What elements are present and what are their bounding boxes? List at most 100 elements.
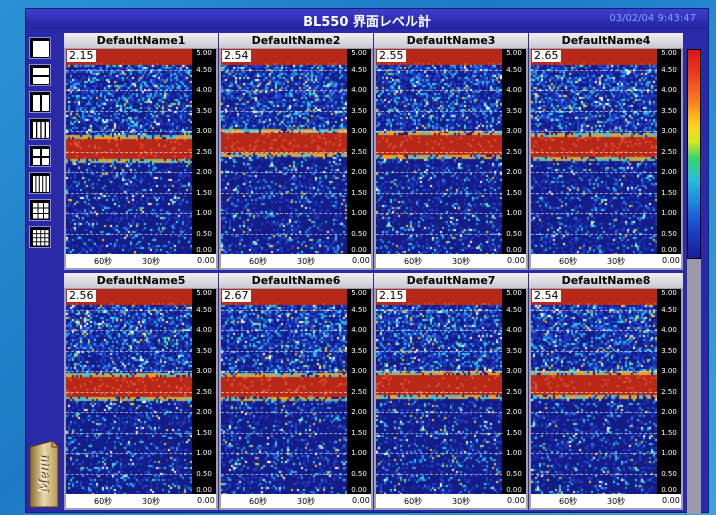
y-tick-label: 1.00 <box>351 209 367 217</box>
layout-2x2-button[interactable] <box>29 145 51 167</box>
layout-4-cols-button[interactable] <box>29 118 51 140</box>
right-strip <box>687 259 701 514</box>
y-tick-label: 5.00 <box>351 289 367 297</box>
layout-2-rows-icon <box>33 68 49 84</box>
level-heatmap <box>66 289 192 494</box>
level-plot: 2.54 <box>531 289 657 494</box>
grid-line <box>531 234 657 235</box>
y-tick-label: 0.50 <box>196 230 212 238</box>
layout-2-rows-button[interactable] <box>29 64 51 86</box>
x-tick-label: 0.00 <box>197 496 215 505</box>
x-tick-label: 0.00 <box>507 496 525 505</box>
level-panel[interactable]: DefaultName5 2.56 5.00 4.50 4.00 3.50 3.00 2.50… <box>64 273 218 510</box>
y-tick-label: 4.50 <box>196 306 212 314</box>
y-tick-label: 1.50 <box>506 189 522 197</box>
y-tick-label: 5.00 <box>506 49 522 57</box>
grid-line <box>66 474 192 475</box>
grid-line <box>531 152 657 153</box>
level-plot: 2.67 <box>221 289 347 494</box>
layout-3x3-button[interactable] <box>29 199 51 221</box>
grid-line <box>531 111 657 112</box>
y-tick-label: 0.50 <box>351 470 367 478</box>
y-tick-label: 4.50 <box>196 66 212 74</box>
y-tick-label: 2.50 <box>661 388 677 396</box>
layout-4x4-button[interactable] <box>29 226 51 248</box>
y-tick-label: 1.50 <box>351 189 367 197</box>
y-tick-label: 3.50 <box>196 107 212 115</box>
level-panel[interactable]: DefaultName3 2.55 5.00 4.50 4.00 3.50 3.00 2.50… <box>374 33 528 270</box>
y-tick-label: 4.00 <box>506 326 522 334</box>
x-tick-label: 60秒 <box>94 257 113 266</box>
grid-line <box>66 433 192 434</box>
level-panel[interactable]: DefaultName7 2.15 5.00 4.50 4.00 3.50 3.00 2.50… <box>374 273 528 510</box>
x-axis: 60秒 30秒 0.00 <box>66 254 216 268</box>
y-tick-label: 3.50 <box>661 107 677 115</box>
grid-line <box>221 412 347 413</box>
grid-line <box>376 474 502 475</box>
datetime-display: 03/02/04 9:43:47 <box>609 13 696 24</box>
grid-line <box>221 351 347 352</box>
layout-3x3-icon <box>33 203 49 219</box>
level-plot: 2.54 <box>221 49 347 254</box>
y-tick-label: 4.00 <box>196 326 212 334</box>
level-panel[interactable]: DefaultName2 2.54 5.00 4.50 4.00 3.50 3.00 2.50… <box>219 33 373 270</box>
x-tick-label: 30秒 <box>297 257 316 266</box>
y-tick-label: 0.00 <box>196 246 212 254</box>
y-tick-label: 2.50 <box>196 388 212 396</box>
grid-line <box>221 172 347 173</box>
grid-line <box>531 131 657 132</box>
level-value: 2.15 <box>67 49 96 62</box>
level-panel[interactable]: DefaultName8 2.54 5.00 4.50 4.00 3.50 3.00 2.50… <box>529 273 683 510</box>
panel-title: DefaultName4 <box>529 33 683 48</box>
grid-line <box>531 371 657 372</box>
grid-line <box>221 330 347 331</box>
layout-1x1-button[interactable] <box>29 37 51 59</box>
grid-line <box>221 433 347 434</box>
menu-button[interactable]: Menu <box>28 439 60 509</box>
grid-line <box>221 371 347 372</box>
grid-line <box>66 172 192 173</box>
grid-line <box>376 152 502 153</box>
panel-title: DefaultName2 <box>219 33 373 48</box>
y-tick-label: 0.50 <box>506 230 522 238</box>
panel-grid: DefaultName1 2.15 5.00 4.50 4.00 3.50 3.00 2.50… <box>64 33 684 511</box>
y-tick-label: 4.50 <box>351 66 367 74</box>
layout-2-cols-icon <box>33 95 49 111</box>
layout-5-cols-button[interactable] <box>29 172 51 194</box>
panel-title: DefaultName8 <box>529 273 683 288</box>
grid-line <box>66 234 192 235</box>
x-tick-label: 0.00 <box>662 256 680 265</box>
x-tick-label: 60秒 <box>249 497 268 506</box>
level-panel[interactable]: DefaultName6 2.67 5.00 4.50 4.00 3.50 3.00 2.50… <box>219 273 373 510</box>
grid-line <box>66 453 192 454</box>
x-tick-label: 60秒 <box>249 257 268 266</box>
x-tick-label: 0.00 <box>197 256 215 265</box>
grid-line <box>531 433 657 434</box>
x-tick-label: 30秒 <box>607 497 626 506</box>
y-tick-label: 4.50 <box>351 306 367 314</box>
title-bar: BL550 界面レベル計 03/02/04 9:43:47 <box>26 9 708 30</box>
level-panel[interactable]: DefaultName4 2.65 5.00 4.50 4.00 3.50 3.00 2.50… <box>529 33 683 270</box>
level-heatmap <box>221 49 347 254</box>
grid-line <box>66 213 192 214</box>
grid-line <box>221 152 347 153</box>
grid-line <box>221 90 347 91</box>
y-tick-label: 2.50 <box>351 148 367 156</box>
y-tick-label: 5.00 <box>661 289 677 297</box>
layout-2-cols-button[interactable] <box>29 91 51 113</box>
y-tick-label: 0.00 <box>506 246 522 254</box>
grid-line <box>376 392 502 393</box>
monitor-window: BL550 界面レベル計 03/02/04 9:43:47 Menu Defau… <box>25 8 709 514</box>
level-panel[interactable]: DefaultName1 2.15 5.00 4.50 4.00 3.50 3.00 2.50… <box>64 33 218 270</box>
panel-title: DefaultName5 <box>64 273 218 288</box>
x-tick-label: 60秒 <box>404 497 423 506</box>
y-tick-label: 1.00 <box>661 209 677 217</box>
grid-line <box>531 453 657 454</box>
y-axis: 5.00 4.50 4.00 3.50 3.00 2.50 2.00 1.50 1.00 0.50… <box>347 49 371 254</box>
level-value: 2.54 <box>222 49 251 62</box>
x-axis: 60秒 30秒 0.00 <box>376 494 526 508</box>
y-tick-label: 1.00 <box>196 209 212 217</box>
y-tick-label: 4.50 <box>661 66 677 74</box>
y-axis: 5.00 4.50 4.00 3.50 3.00 2.50 2.00 1.50 1.00 0.50… <box>657 49 681 254</box>
y-tick-label: 2.00 <box>506 408 522 416</box>
